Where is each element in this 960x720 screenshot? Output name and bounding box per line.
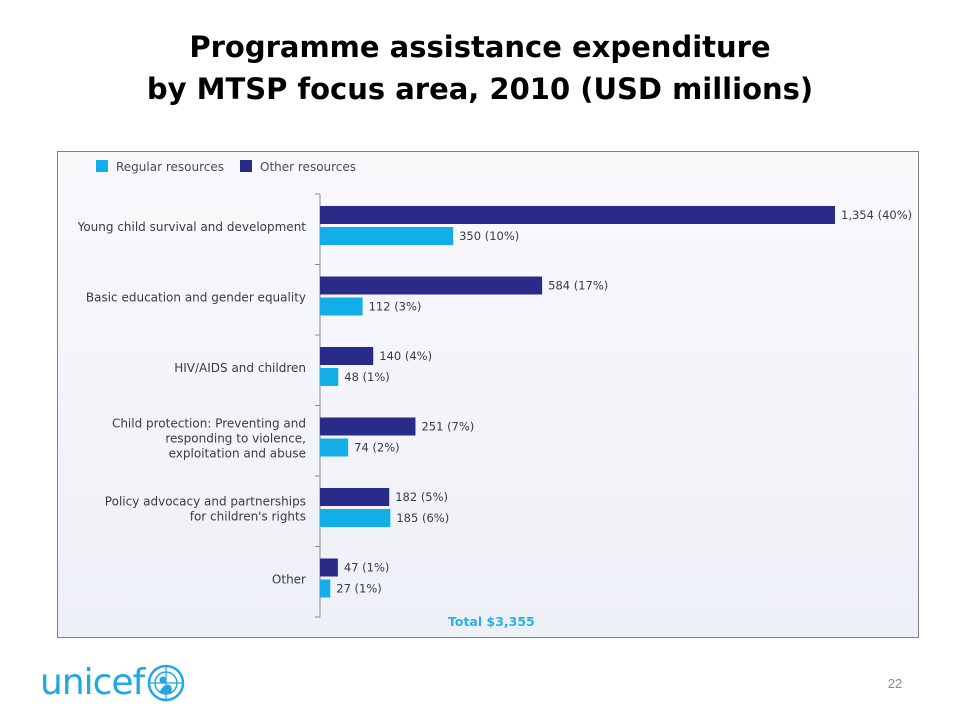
category-label: Young child survival and development (77, 220, 307, 234)
bar-other-resources (320, 417, 416, 436)
bar-chart: Regular resources Other resources Young ch… (77, 160, 912, 629)
bar-other-resources (320, 347, 374, 365)
data-label: 350 (10%) (459, 229, 519, 243)
bar-regular-resources (320, 509, 391, 527)
legend-label: Other resources (260, 160, 356, 174)
category-label: for children's rights (190, 510, 306, 524)
data-label: 74 (2%) (354, 441, 400, 455)
bar-regular-resources (320, 579, 331, 598)
globe-emblem-icon (148, 664, 185, 702)
bar-other-resources (320, 488, 390, 506)
total-label: Total $3,355 (448, 614, 535, 629)
page-title: Programme assistance expenditure by MTSP… (0, 26, 960, 110)
chart-panel: Regular resources Other resources Young ch… (57, 151, 919, 638)
data-label: 182 (5%) (395, 490, 448, 504)
data-label: 47 (1%) (344, 561, 390, 575)
category-label: exploitation and abuse (169, 447, 306, 461)
data-label: 584 (17%) (548, 279, 608, 293)
category-label: Basic education and gender equality (86, 291, 306, 305)
bar-other-resources (320, 276, 543, 295)
legend-swatch (240, 160, 252, 172)
category-label: HIV/AIDS and children (174, 361, 306, 375)
category-label: Child protection: Preventing and (112, 417, 306, 431)
bar-regular-resources (320, 297, 363, 316)
legend-swatch (96, 160, 108, 172)
data-label: 251 (7%) (421, 420, 474, 434)
category-label: Policy advocacy and partnerships (105, 495, 306, 509)
data-label: 1,354 (40%) (841, 208, 912, 222)
bar-regular-resources (320, 438, 349, 457)
data-label: 185 (6%) (396, 511, 449, 525)
category-label: responding to violence, (165, 432, 306, 446)
bar-regular-resources (320, 368, 339, 386)
bar-other-resources (320, 558, 338, 577)
unicef-logo: unicef (40, 660, 186, 706)
data-label: 27 (1%) (336, 582, 382, 596)
legend-label: Regular resources (116, 160, 224, 174)
data-label: 140 (4%) (379, 349, 432, 363)
bar-regular-resources (320, 227, 454, 245)
title-line-2: by MTSP focus area, 2010 (USD millions) (146, 72, 814, 106)
bar-other-resources (320, 206, 835, 224)
category-label: Other (272, 573, 306, 587)
page-number: 22 (887, 676, 903, 691)
title-line-1: Programme assistance expenditure (189, 30, 771, 64)
logo-wordmark: unicef (40, 662, 145, 703)
data-label: 48 (1%) (344, 370, 390, 384)
data-label: 112 (3%) (369, 300, 422, 314)
